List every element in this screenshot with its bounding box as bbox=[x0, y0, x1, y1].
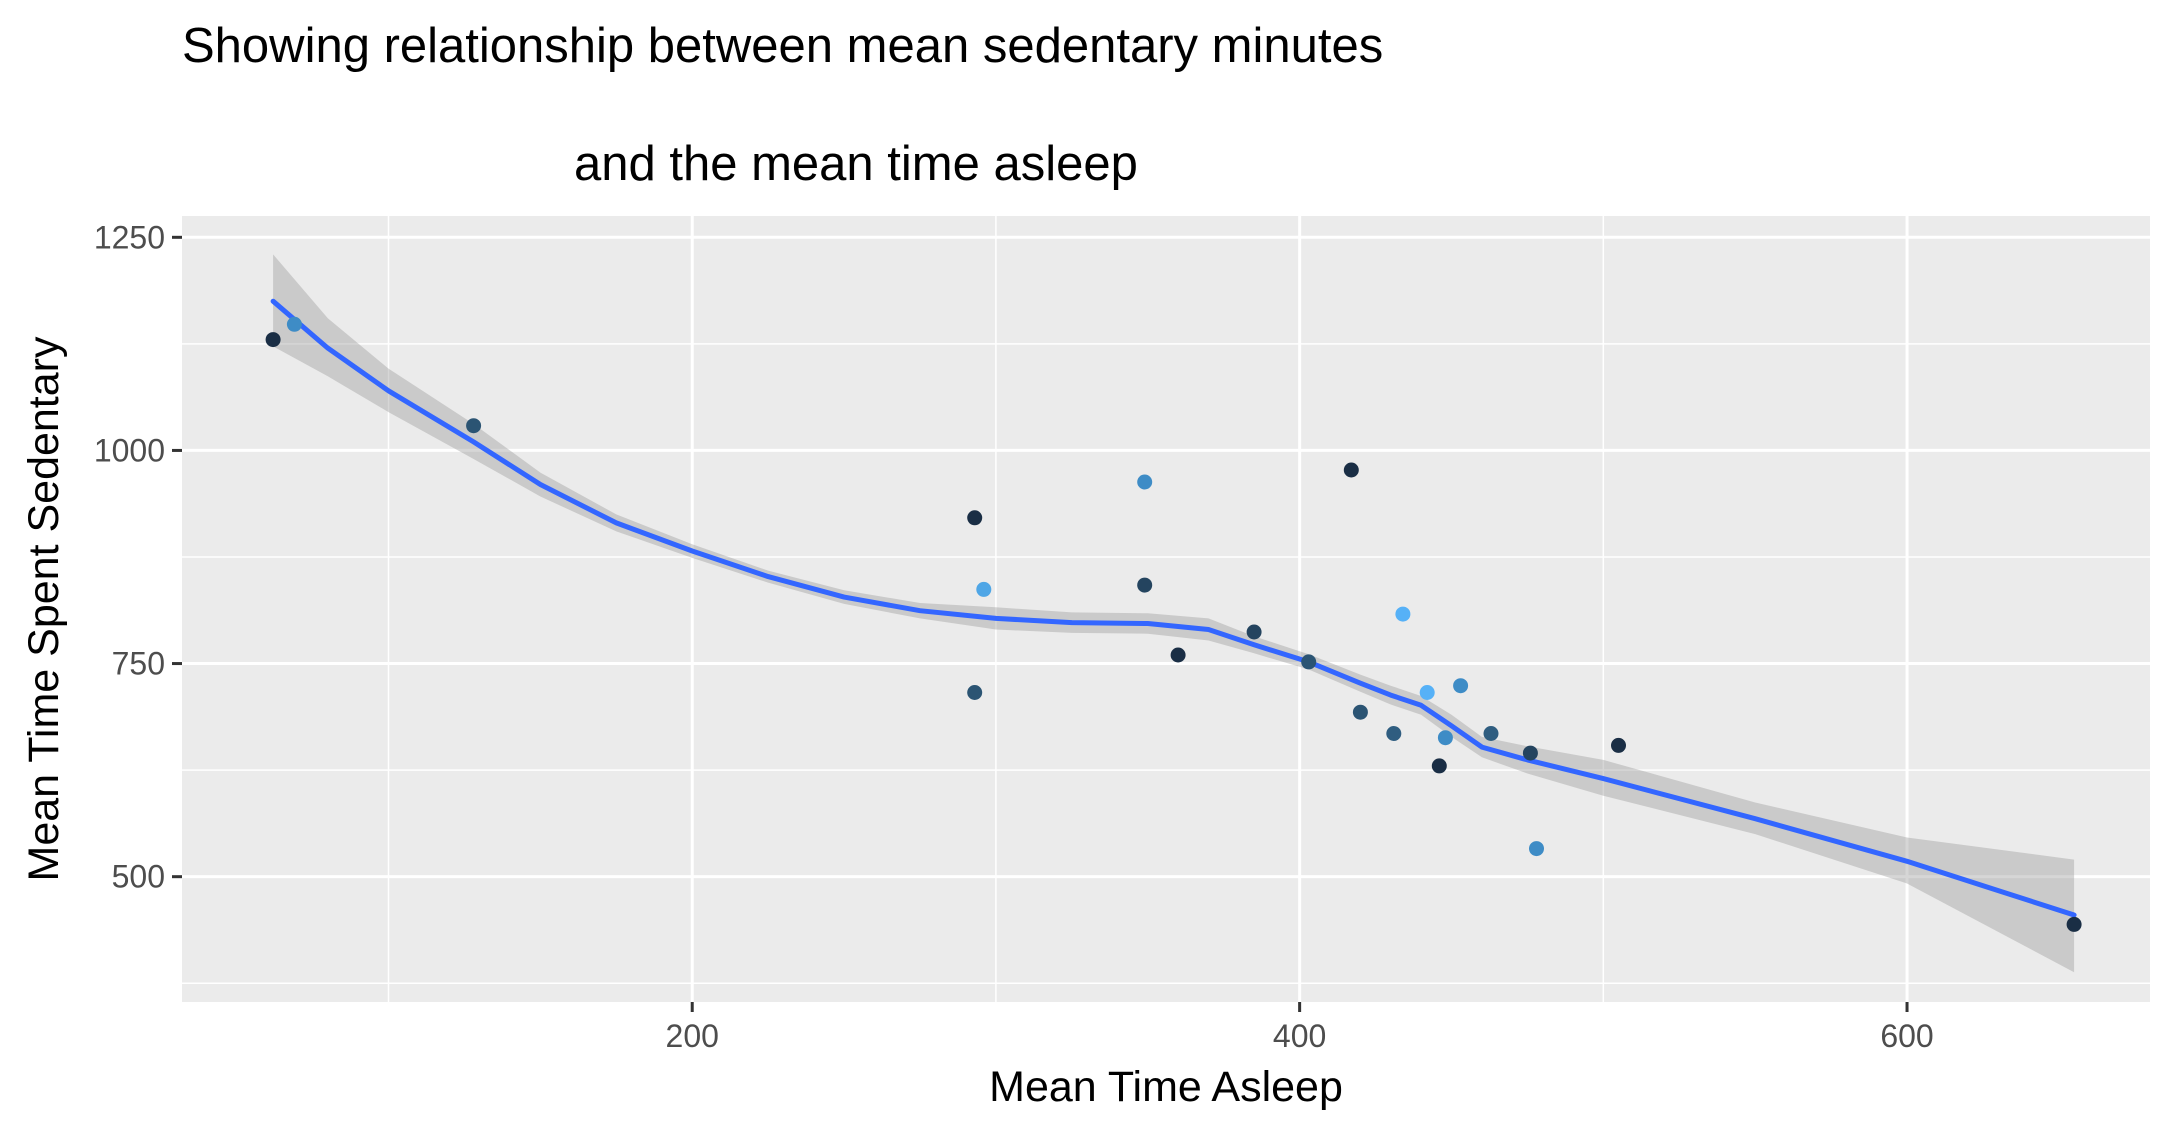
points-group bbox=[265, 316, 2082, 932]
data-point bbox=[265, 332, 281, 348]
x-tick-label: 400 bbox=[1273, 1018, 1326, 1054]
data-point bbox=[1419, 685, 1435, 700]
data-point bbox=[1170, 647, 1186, 663]
grid-minor bbox=[182, 216, 2150, 1002]
data-point bbox=[1437, 730, 1453, 746]
data-point bbox=[967, 510, 983, 526]
smooth-line-group bbox=[270, 298, 2077, 918]
y-tick-label: 750 bbox=[112, 646, 165, 682]
data-point bbox=[1529, 841, 1544, 857]
data-point bbox=[1611, 737, 1626, 753]
y-tick-label: 1250 bbox=[94, 219, 165, 255]
data-point bbox=[1483, 726, 1499, 741]
data-point bbox=[1343, 462, 1359, 478]
data-point bbox=[1301, 654, 1317, 670]
data-point bbox=[1453, 678, 1469, 694]
data-point bbox=[1352, 704, 1368, 720]
x-axis-title: Mean Time Asleep bbox=[989, 1063, 1343, 1111]
data-point bbox=[1522, 745, 1538, 761]
y-tick-label: 1000 bbox=[94, 432, 165, 468]
data-point bbox=[1431, 758, 1447, 774]
data-point bbox=[466, 418, 482, 434]
smooth-line bbox=[270, 298, 2077, 918]
data-point bbox=[1137, 577, 1153, 593]
plot-panel bbox=[182, 216, 2150, 1002]
chart-title-line-1: Showing relationship between mean sedent… bbox=[182, 19, 1383, 73]
x-tick-label: 200 bbox=[666, 1018, 719, 1054]
confidence-band-group bbox=[273, 254, 2075, 973]
data-point bbox=[1137, 474, 1153, 490]
grid-major bbox=[182, 216, 2150, 1002]
data-point bbox=[967, 685, 983, 700]
axis-ticks: 200 400 600 500 750 1000 1250 bbox=[94, 219, 1934, 1054]
y-tick-label: 500 bbox=[112, 859, 165, 895]
y-axis-title: Mean Time Spent Sedentary bbox=[20, 336, 68, 881]
x-tick-label: 600 bbox=[1880, 1018, 1933, 1054]
data-point bbox=[2066, 916, 2082, 932]
data-point bbox=[1246, 624, 1262, 640]
data-point bbox=[976, 581, 992, 597]
data-point bbox=[1395, 606, 1411, 622]
confidence-band bbox=[273, 254, 2075, 973]
data-point bbox=[1386, 726, 1402, 741]
chart-title-line-2: and the mean time asleep bbox=[574, 137, 1138, 191]
data-point bbox=[286, 316, 302, 332]
